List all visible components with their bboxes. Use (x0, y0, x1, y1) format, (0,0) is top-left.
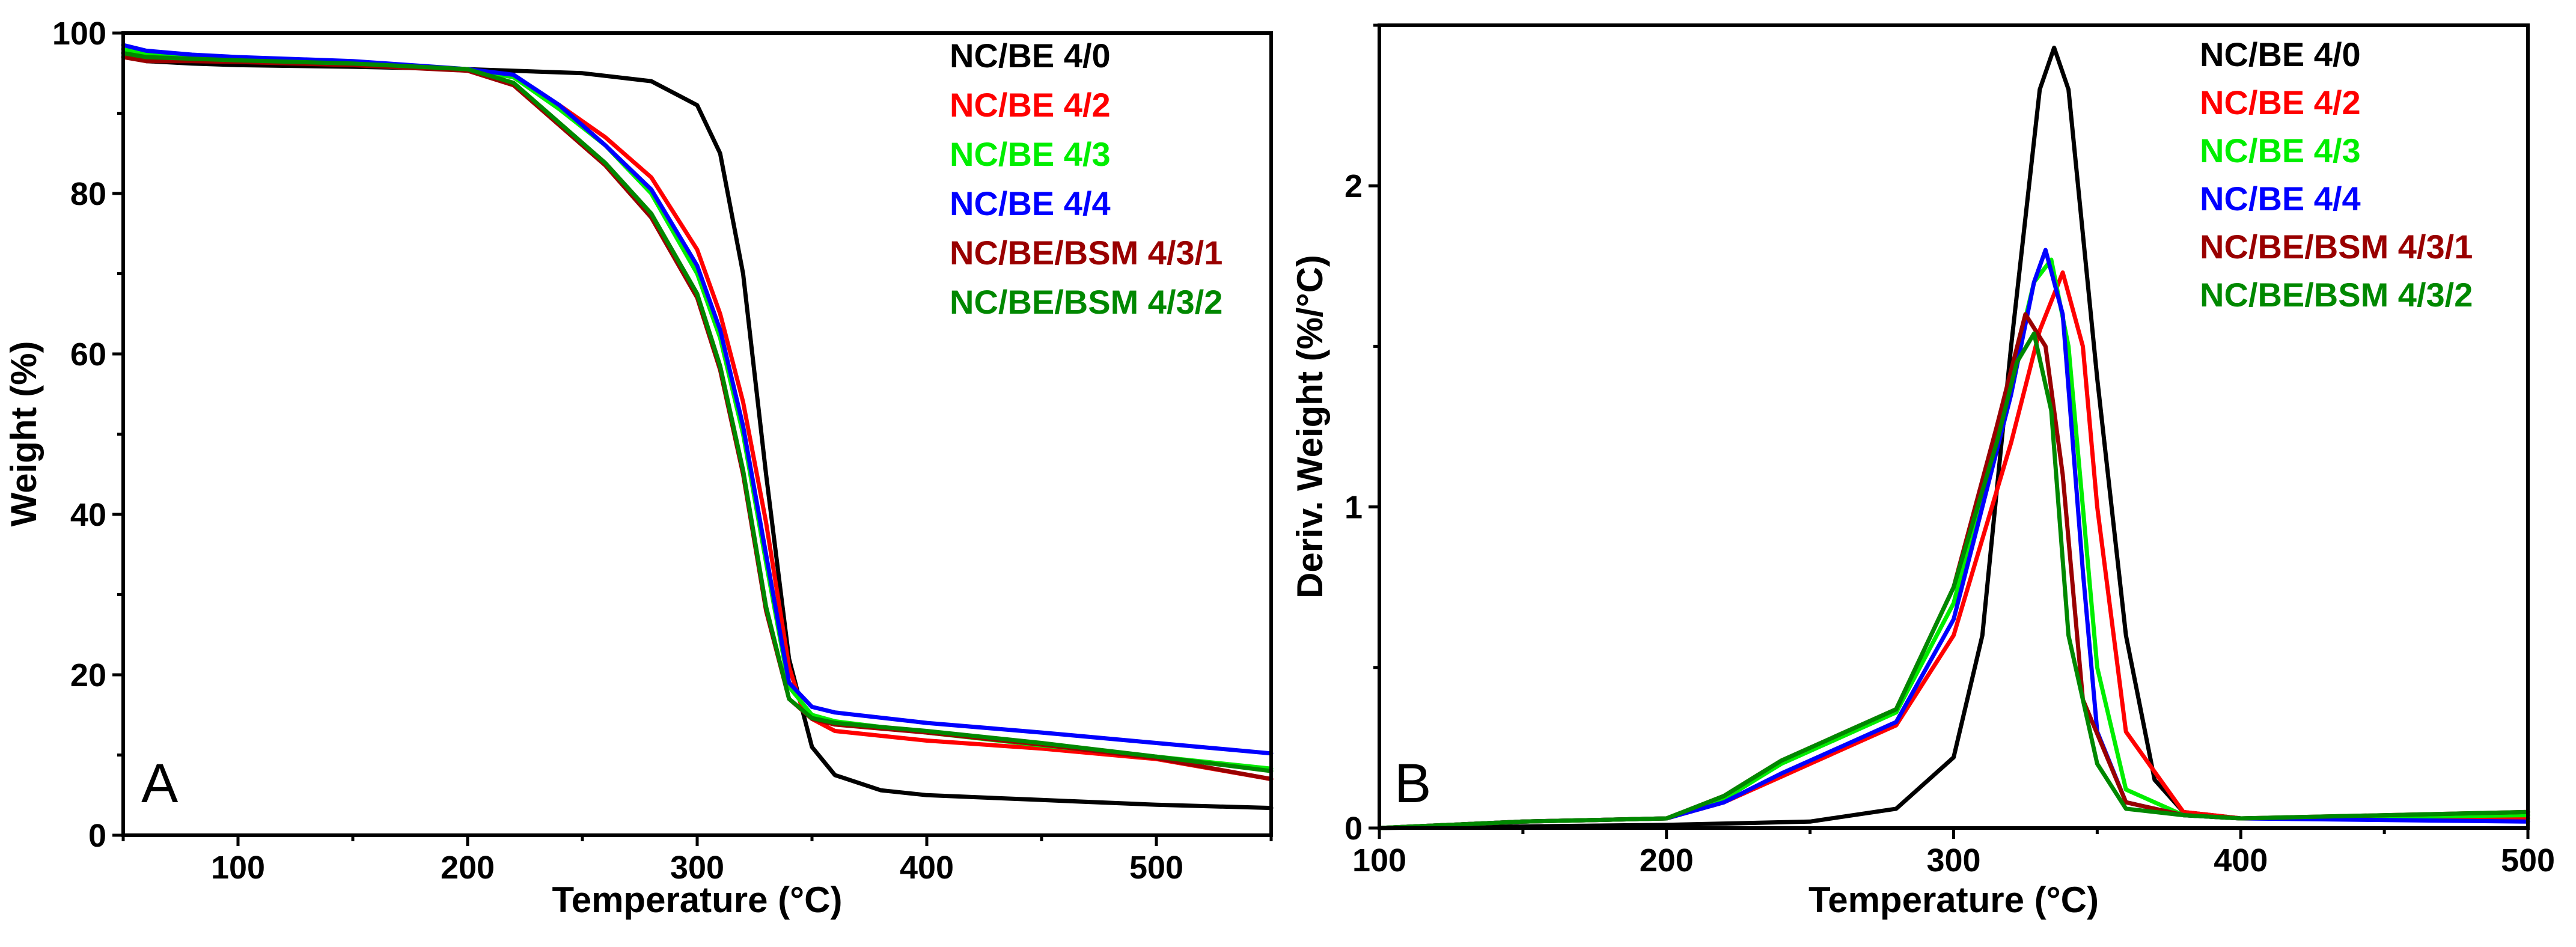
panel-a-y-tick-label: 20 (70, 657, 106, 693)
panel-b-x-tick-label: 200 (1640, 842, 1694, 878)
panel-a-legend-entry-nc-be-4-2: NC/BE 4/2 (950, 86, 1111, 124)
panel-b-series-line-nc-be-4-3 (1377, 257, 2530, 830)
panel-a-series-line-nc-be-bsm-4-3-2 (121, 50, 1274, 773)
panel-a-series-line-nc-be-4-0 (121, 50, 1274, 811)
panel-a-y-axis-title: Weight (%) (4, 341, 44, 527)
panel-a-y-tick-label: 100 (52, 16, 106, 52)
panel-b-x-tick-label: 400 (2214, 842, 2268, 878)
panel-a-series (121, 43, 1274, 811)
panel-a-y-tick-label: 60 (70, 336, 106, 373)
panel-b-y-tick-label: 1 (1344, 490, 1363, 526)
panel-b-chart: 100 200 300 400 500 0 1 2 Temperature (°C) Deriv.… (1290, 23, 2555, 920)
panel-a-y-tick-label: 0 (88, 818, 106, 854)
panel-a-x-tick-label: 400 (900, 850, 954, 886)
panel-b-series-line-nc-be-bsm-4-3-2 (1377, 331, 2530, 830)
panel-b-y-axis-title: Deriv. Weight (%/°C) (1290, 255, 1330, 598)
panel-b-series-line-nc-be-4-4 (1377, 248, 2530, 830)
panel-b-y-tick-label: 2 (1344, 168, 1363, 204)
panel-a-x-axis-title: Temperature (°C) (552, 880, 843, 920)
panel-b-label: B (1394, 753, 1431, 814)
panel-b-legend-entry-nc-be-4-0: NC/BE 4/0 (2200, 35, 2361, 73)
panel-b-legend-entry-nc-be-4-2: NC/BE 4/2 (2200, 84, 2361, 121)
panel-b-x-tick-label: 100 (1352, 842, 1406, 878)
panel-b-x-tick-label: 500 (2501, 842, 2555, 878)
panel-a-x-tick-label: 100 (211, 850, 265, 886)
panel-b-legend-entry-nc-be-bsm-4-3-1: NC/BE/BSM 4/3/1 (2200, 228, 2473, 266)
panel-a-x-tick-label: 300 (670, 850, 724, 886)
panel-b-series (1377, 45, 2530, 830)
panel-a-legend-entry-nc-be-4-0: NC/BE 4/0 (950, 37, 1111, 75)
panel-a-legend-entry-nc-be-4-3: NC/BE 4/3 (950, 135, 1111, 173)
panel-a-x-tick-label: 500 (1129, 850, 1183, 886)
panel-a-legend-entry-nc-be-bsm-4-3-1: NC/BE/BSM 4/3/1 (950, 234, 1222, 272)
panel-b-legend-entry-nc-be-4-3: NC/BE 4/3 (2200, 132, 2361, 169)
panel-a-legend-entry-nc-be-4-4: NC/BE 4/4 (950, 184, 1111, 222)
panel-b-x-axis-title: Temperature (°C) (1808, 880, 2099, 920)
panel-b-series-line-nc-be-4-0 (1377, 45, 2530, 830)
panel-b-legend-entry-nc-be-bsm-4-3-2: NC/BE/BSM 4/3/2 (2200, 276, 2473, 314)
panel-a-legend-entry-nc-be-bsm-4-3-2: NC/BE/BSM 4/3/2 (950, 283, 1222, 321)
panel-b-legend: NC/BE 4/0 NC/BE 4/2 NC/BE 4/3 NC/BE 4/4 NC/B… (2200, 35, 2473, 314)
panel-a-y-tick-label: 40 (70, 497, 106, 533)
panel-a-series-line-nc-be-4-4 (121, 43, 1274, 756)
panel-b-x-tick-label: 300 (1926, 842, 1980, 878)
panel-a-y-tick-label: 80 (70, 176, 106, 212)
panel-b-legend-entry-nc-be-4-4: NC/BE 4/4 (2200, 180, 2361, 218)
panel-b-series-line-nc-be-4-2 (1377, 270, 2530, 830)
panel-a-x-tick-label: 200 (441, 850, 495, 886)
panel-a-legend: NC/BE 4/0 NC/BE 4/2 NC/BE 4/3 NC/BE 4/4 NC/B… (950, 37, 1222, 321)
panel-a-label: A (141, 753, 179, 814)
panel-b-y-tick-label: 0 (1344, 811, 1363, 847)
panel-a-chart: 100 200 300 400 500 0 20 40 60 80 100 Temperature (… (4, 16, 1274, 920)
